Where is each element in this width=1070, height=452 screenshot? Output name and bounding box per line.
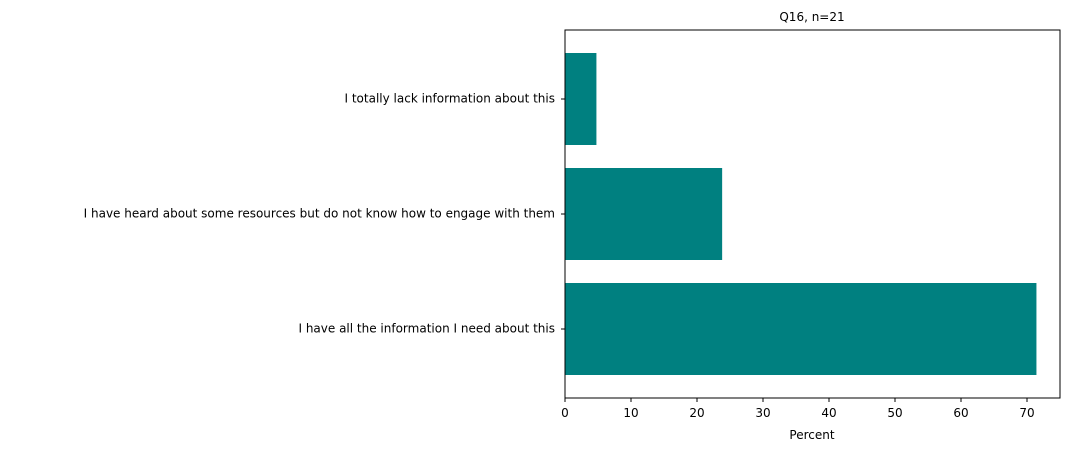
y-tick-label: I totally lack information about this: [345, 92, 556, 106]
y-tick-label: I have heard about some resources but do…: [84, 207, 555, 221]
y-tick-label: I have all the information I need about …: [298, 322, 555, 336]
x-axis-label: Percent: [789, 428, 834, 442]
x-tick-label: 0: [561, 406, 569, 420]
bar: [565, 168, 723, 260]
x-tick-label: 50: [887, 406, 902, 420]
x-axis-ticks: 0 10 20 30 40 50 60 70: [561, 398, 1035, 420]
plot-frame: [564, 29, 1061, 399]
x-tick-label: 40: [821, 406, 836, 420]
bars-group: [565, 53, 1037, 375]
x-tick-label: 60: [953, 406, 968, 420]
x-tick-label: 10: [623, 406, 638, 420]
x-tick-label: 20: [689, 406, 704, 420]
x-tick-label: 70: [1019, 406, 1034, 420]
bar: [565, 53, 597, 145]
chart-title: Q16, n=21: [779, 10, 844, 24]
y-axis-ticks: I totally lack information about this I h…: [84, 92, 565, 336]
bar: [565, 283, 1037, 375]
x-tick-label: 30: [755, 406, 770, 420]
